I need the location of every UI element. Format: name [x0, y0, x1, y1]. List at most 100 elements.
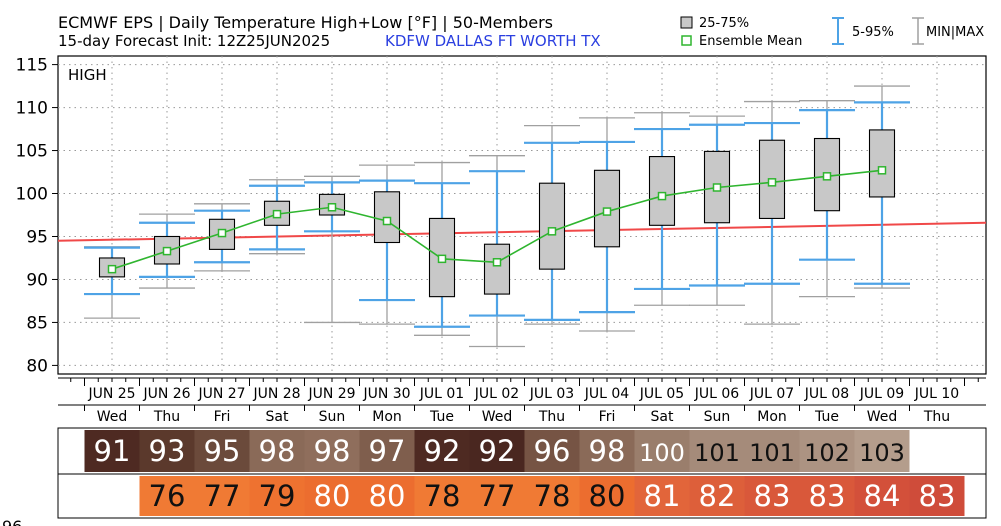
high-row-cell — [579, 430, 635, 472]
x-date-label: JUL 02 — [474, 386, 519, 402]
x-day-label: Thu — [538, 409, 565, 425]
high-row-value: 98 — [314, 434, 351, 468]
high-row-cell — [689, 430, 745, 472]
x-date-label: JUN 30 — [362, 386, 410, 402]
mean-marker — [547, 227, 557, 236]
chart-subtitle: 15-day Forecast Init: 12Z25JUN2025 — [58, 32, 330, 50]
high-row-value: 91 — [94, 434, 131, 468]
box-plot-jul-05 — [634, 112, 690, 306]
x-date-label: JUL 01 — [419, 386, 464, 402]
legend-minmax-label: MIN|MAX — [926, 25, 984, 40]
high-row-cell — [139, 430, 195, 472]
low-row-cell — [469, 476, 525, 516]
high-row-value: 101 — [694, 439, 740, 467]
high-row-cell — [249, 430, 305, 472]
low-row-value: 77 — [479, 479, 516, 513]
legend-mean-label: Ensemble Mean — [699, 34, 802, 49]
x-date-label: JUL 03 — [529, 386, 574, 402]
legend-p595-label: 5-95% — [852, 25, 894, 40]
x-date-label: JUL 05 — [639, 386, 684, 402]
iqr-box — [868, 129, 896, 198]
x-date-label: JUN 27 — [197, 386, 245, 402]
x-date-label: JUN 28 — [252, 386, 300, 402]
x-day-label: Wed — [97, 409, 128, 425]
y-tick-label: 115 — [16, 56, 48, 76]
x-day-label: Tue — [429, 409, 454, 425]
mean-marker — [217, 228, 227, 238]
low-row-value: 78 — [424, 479, 461, 513]
low-row-value: 82 — [699, 479, 736, 513]
y-tick-label: 105 — [16, 142, 48, 162]
iqr-box — [483, 243, 511, 295]
box-plot-jul-07 — [744, 100, 800, 325]
x-day-label: Fri — [599, 409, 616, 425]
mean-marker — [602, 207, 612, 216]
iqr-box — [648, 156, 676, 226]
low-row-cell — [139, 476, 195, 516]
box-plot-jul-09 — [854, 85, 910, 289]
high-row-cell — [799, 430, 855, 472]
low-row-value: 80 — [314, 479, 351, 513]
low-row-value: 83 — [919, 479, 956, 513]
x-date-label: JUN 26 — [142, 386, 190, 402]
x-day-label: Sun — [704, 409, 731, 425]
low-row-value: 83 — [754, 479, 791, 513]
high-row-cell — [414, 430, 470, 472]
high-row-cell — [854, 430, 910, 472]
x-day-label: Fri — [214, 409, 231, 425]
x-date-label: JUN 29 — [307, 386, 355, 402]
mean-series — [107, 166, 887, 274]
legend-iqr-swatch — [680, 16, 693, 29]
y-axis: 80 85 90 95 100 105 110 115 — [16, 56, 58, 376]
y-tick-label: 110 — [16, 99, 48, 119]
mean-marker — [712, 183, 722, 192]
low-row-cell — [524, 476, 580, 516]
legend-p595-swatch — [832, 17, 844, 45]
mean-marker — [657, 191, 667, 201]
high-row-value: 92 — [424, 434, 461, 468]
low-row-cell — [854, 476, 910, 516]
low-row-value: 77 — [204, 479, 241, 513]
chart-title: ECMWF EPS | Daily Temperature High+Low [… — [58, 13, 553, 32]
low-row-value: 84 — [864, 479, 901, 513]
x-day-label: Tue — [814, 409, 839, 425]
mean-marker — [327, 203, 337, 212]
high-row-cell — [469, 430, 525, 472]
legend: 25-75% Ensemble Mean 5-95% MIN|MAX — [680, 16, 984, 49]
high-row-value: 98 — [589, 434, 626, 468]
y-tick-label: 85 — [26, 313, 48, 333]
low-row-cell — [579, 476, 635, 516]
low-row-cell — [414, 476, 470, 516]
low-row-cell — [304, 476, 360, 516]
low-row-cell — [194, 476, 250, 516]
high-row-cell — [304, 430, 360, 472]
mean-marker — [162, 246, 172, 256]
y-tick-label: 100 — [16, 185, 48, 205]
low-row-cell — [909, 476, 965, 516]
box-plot-jul-02 — [469, 155, 525, 348]
high-row-value: 103 — [859, 439, 905, 467]
low-row-value: 78 — [534, 479, 571, 513]
low-row-cell — [249, 476, 305, 516]
x-day-label: Thu — [153, 409, 180, 425]
x-day-label: Mon — [757, 409, 787, 425]
x-date-label: JUL 04 — [584, 386, 630, 402]
x-axis: JUN 25 Wed JUN 26 Thu JUN 27 Fri JUN 28 Sat JUN … — [58, 377, 986, 425]
low-row-cell — [359, 476, 415, 516]
high-row-cell — [84, 430, 140, 472]
high-row-value: 102 — [804, 439, 850, 467]
high-row-value: 100 — [639, 439, 685, 467]
legend-mean-swatch — [681, 35, 692, 46]
low-row-value: 76 — [149, 479, 186, 513]
station-label: KDFW DALLAS FT WORTH TX — [385, 32, 601, 50]
x-day-label: Mon — [372, 409, 402, 425]
panel-label: HIGH — [68, 66, 107, 84]
low-row-value: 79 — [259, 479, 296, 513]
high-row-value: 92 — [479, 434, 516, 468]
plot-frame — [57, 55, 987, 375]
mean-marker — [382, 216, 392, 226]
high-row-cell — [634, 430, 690, 472]
mean-marker — [272, 209, 282, 219]
low-row-value: 81 — [644, 479, 681, 513]
box-series — [84, 85, 910, 348]
